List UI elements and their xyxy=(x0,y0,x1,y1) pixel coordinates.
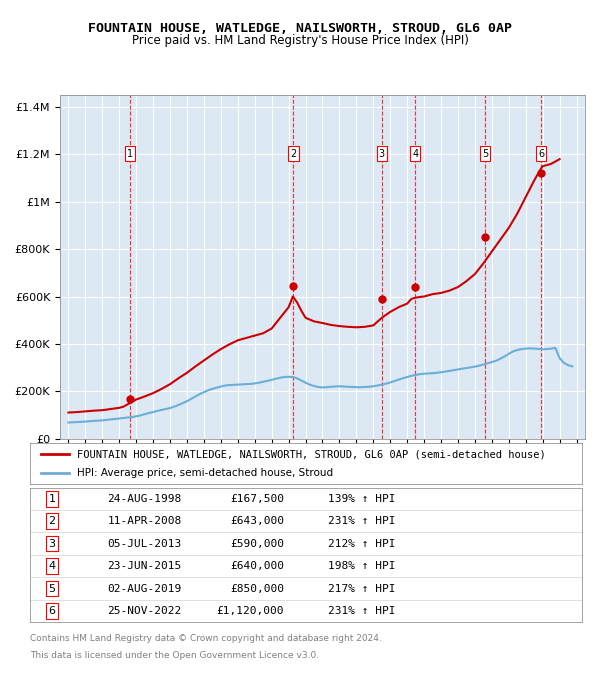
Text: FOUNTAIN HOUSE, WATLEDGE, NAILSWORTH, STROUD, GL6 0AP: FOUNTAIN HOUSE, WATLEDGE, NAILSWORTH, ST… xyxy=(88,22,512,35)
Text: 4: 4 xyxy=(412,148,418,158)
Text: £1,120,000: £1,120,000 xyxy=(217,606,284,616)
Text: £640,000: £640,000 xyxy=(230,561,284,571)
Text: 25-NOV-2022: 25-NOV-2022 xyxy=(107,606,182,616)
Text: 3: 3 xyxy=(379,148,385,158)
Text: HPI: Average price, semi-detached house, Stroud: HPI: Average price, semi-detached house,… xyxy=(77,468,333,478)
Text: FOUNTAIN HOUSE, WATLEDGE, NAILSWORTH, STROUD, GL6 0AP (semi-detached house): FOUNTAIN HOUSE, WATLEDGE, NAILSWORTH, ST… xyxy=(77,449,545,460)
Text: Contains HM Land Registry data © Crown copyright and database right 2024.: Contains HM Land Registry data © Crown c… xyxy=(30,634,382,643)
Text: 217% ↑ HPI: 217% ↑ HPI xyxy=(328,583,395,594)
Text: £850,000: £850,000 xyxy=(230,583,284,594)
Text: 2: 2 xyxy=(49,516,56,526)
Text: 6: 6 xyxy=(49,606,56,616)
Text: This data is licensed under the Open Government Licence v3.0.: This data is licensed under the Open Gov… xyxy=(30,651,319,660)
Text: 3: 3 xyxy=(49,539,56,549)
Text: 11-APR-2008: 11-APR-2008 xyxy=(107,516,182,526)
Text: 02-AUG-2019: 02-AUG-2019 xyxy=(107,583,182,594)
Text: 1: 1 xyxy=(127,148,133,158)
Text: 23-JUN-2015: 23-JUN-2015 xyxy=(107,561,182,571)
Text: 139% ↑ HPI: 139% ↑ HPI xyxy=(328,494,395,504)
Text: 212% ↑ HPI: 212% ↑ HPI xyxy=(328,539,395,549)
Text: 2: 2 xyxy=(290,148,296,158)
Text: 05-JUL-2013: 05-JUL-2013 xyxy=(107,539,182,549)
Text: 5: 5 xyxy=(49,583,56,594)
Text: 24-AUG-1998: 24-AUG-1998 xyxy=(107,494,182,504)
Text: 1: 1 xyxy=(49,494,56,504)
Text: 231% ↑ HPI: 231% ↑ HPI xyxy=(328,516,395,526)
Text: £643,000: £643,000 xyxy=(230,516,284,526)
Text: £167,500: £167,500 xyxy=(230,494,284,504)
Text: 5: 5 xyxy=(482,148,488,158)
Text: 231% ↑ HPI: 231% ↑ HPI xyxy=(328,606,395,616)
Text: 198% ↑ HPI: 198% ↑ HPI xyxy=(328,561,395,571)
Text: 4: 4 xyxy=(49,561,56,571)
Text: 6: 6 xyxy=(538,148,544,158)
Text: Price paid vs. HM Land Registry's House Price Index (HPI): Price paid vs. HM Land Registry's House … xyxy=(131,34,469,47)
Text: £590,000: £590,000 xyxy=(230,539,284,549)
